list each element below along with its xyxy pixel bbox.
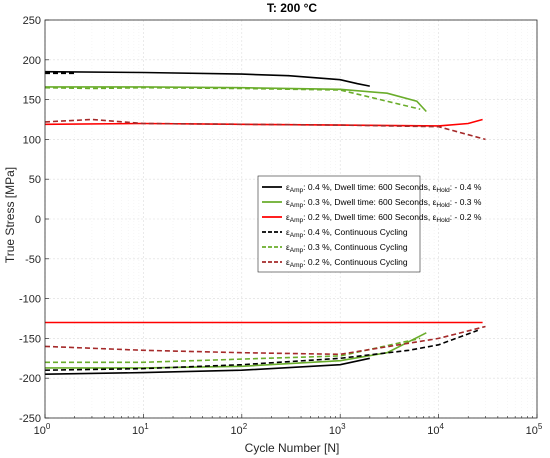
x-axis-ticks: 100 101 102 103 104 105 <box>34 414 543 437</box>
series-6-lower-line <box>44 325 486 356</box>
x-tick-label: 105 <box>526 422 543 437</box>
series-5-lower-line <box>45 337 421 364</box>
y-tick-label: -200 <box>19 373 41 385</box>
y-tick-label: -150 <box>19 333 41 345</box>
y-tick-label: 50 <box>29 174 41 186</box>
legend-entry: εAmp: 0.4 %, Dwell time: 600 Seconds, εH… <box>286 182 482 194</box>
x-tick-label: 100 <box>34 422 51 437</box>
legend-entry: εAmp: 0.3 %, Dwell time: 600 Seconds, εH… <box>286 197 482 209</box>
y-axis-ticks: -250 -200 -150 -100 -50 0 50 100 150 200 250 <box>19 15 49 425</box>
series-4-lower-line <box>44 329 479 371</box>
y-tick-label: 200 <box>23 55 41 67</box>
series-2-upper-line <box>45 86 427 113</box>
y-tick-label: 0 <box>35 214 41 226</box>
series-1-upper-line <box>44 70 370 87</box>
legend-box <box>257 175 421 273</box>
legend-entry: εAmp: 0.2 %, Continuous Cycling <box>286 257 408 269</box>
legend-entry: εAmp: 0.2 %, Dwell time: 600 Seconds, εH… <box>286 212 482 224</box>
legend: εAmp: 0.4 %, Dwell time: 600 Seconds, εH… <box>257 175 482 273</box>
x-tick-label: 103 <box>329 422 346 437</box>
series-6-upper-line <box>44 118 486 141</box>
y-axis-label: True Stress [MPa] <box>3 167 17 263</box>
y-tick-label: -100 <box>19 294 41 306</box>
series-2-lower-line <box>45 332 427 369</box>
plot-area <box>44 70 486 375</box>
x-tick-label: 104 <box>427 422 444 437</box>
legend-entry: εAmp: 0.4 %, Continuous Cycling <box>286 227 408 239</box>
chart-title: T: 200 °C <box>267 1 317 15</box>
x-tick-label: 101 <box>132 422 149 437</box>
y-tick-label: 250 <box>23 15 41 27</box>
x-tick-label: 102 <box>230 422 247 437</box>
y-tick-label: -50 <box>25 254 41 266</box>
series-1-lower-line <box>44 357 370 375</box>
y-tick-label: -250 <box>19 413 41 425</box>
x-axis-label: Cycle Number [N] <box>245 441 340 455</box>
y-tick-label: 150 <box>23 95 41 107</box>
legend-entry: εAmp: 0.3 %, Continuous Cycling <box>286 242 408 254</box>
y-tick-label: 100 <box>23 134 41 146</box>
series-5-upper-line <box>44 86 421 110</box>
